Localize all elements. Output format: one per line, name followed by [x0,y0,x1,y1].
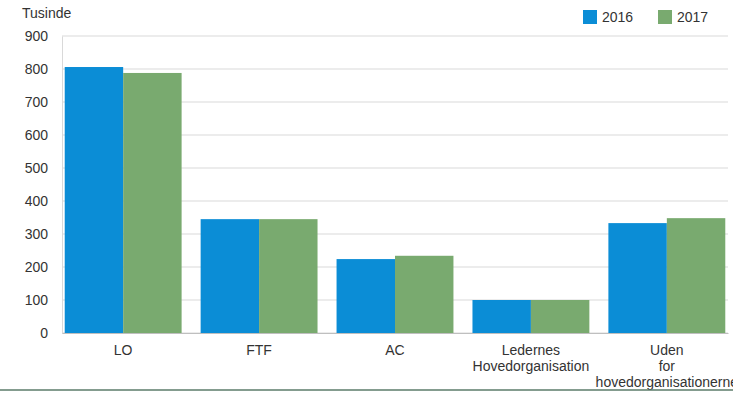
y-tick: 0 [40,325,62,341]
legend-item: 2016 [583,9,633,25]
x-axis-line [63,333,729,334]
bar [201,219,259,333]
y-tick-label: 800 [25,61,49,77]
legend-item: 2017 [658,9,708,25]
x-tick-label: LedernesHovedorganisation [473,342,590,374]
bar [123,73,181,333]
bar [337,259,395,333]
x-tick-label: Udenforhovedorganisationerne [596,342,733,390]
legend-label: 2016 [602,9,633,25]
bar [65,67,123,333]
x-tick: FTF [246,342,272,358]
y-tick: 600 [25,127,62,143]
y-tick-label: 400 [25,193,49,209]
y-tick: 800 [25,61,62,77]
series [65,67,667,333]
y-tick-label: 700 [25,94,49,110]
y-tick-label: 100 [25,292,49,308]
legend-swatch [658,10,672,24]
plot: 0 100 200 300 400 500 600 700 800 900 LO FTF AC Leder… [25,28,733,390]
x-tick-label: AC [385,342,404,358]
legend-swatch [583,10,597,24]
y-tick: 500 [25,160,62,176]
series [123,73,725,333]
x-tick: LedernesHovedorganisation [473,342,590,374]
grid-line [62,36,728,37]
y-tick: 900 [25,28,62,44]
chart: 0 100 200 300 400 500 600 700 800 900 LO FTF AC Leder… [0,0,733,398]
bar [667,218,725,333]
y-axis-title: Tusinde [22,5,72,21]
bar [608,223,666,333]
legend: 2016 2017 [583,9,708,25]
x-tick: Udenforhovedorganisationerne [596,342,733,390]
bar [395,256,453,333]
x-tick: AC [385,342,404,358]
y-tick: 200 [25,259,62,275]
x-tick-label: FTF [246,342,272,358]
y-tick-label: 200 [25,259,49,275]
y-tick-label: 300 [25,226,49,242]
grid-line [62,69,728,70]
x-tick-label: LO [114,342,133,358]
y-tick: 400 [25,193,62,209]
y-axis-line [62,37,63,334]
bar [259,219,317,333]
y-tick-label: 0 [40,325,48,341]
grid [62,36,728,333]
bars [65,67,726,333]
y-tick-label: 900 [25,28,49,44]
bottom-rule [0,389,733,391]
y-tick: 100 [25,292,62,308]
y-tick: 300 [25,226,62,242]
y-tick-label: 500 [25,160,49,176]
x-axis: LO FTF AC LedernesHovedorganisationUdenforh… [63,334,733,391]
legend-label: 2017 [677,9,708,25]
x-tick: LO [114,342,133,358]
y-tick: 700 [25,94,62,110]
y-tick-label: 600 [25,127,49,143]
y-axis: 0 100 200 300 400 500 600 700 800 900 [25,28,63,341]
bar [531,300,589,333]
bar [472,300,530,333]
